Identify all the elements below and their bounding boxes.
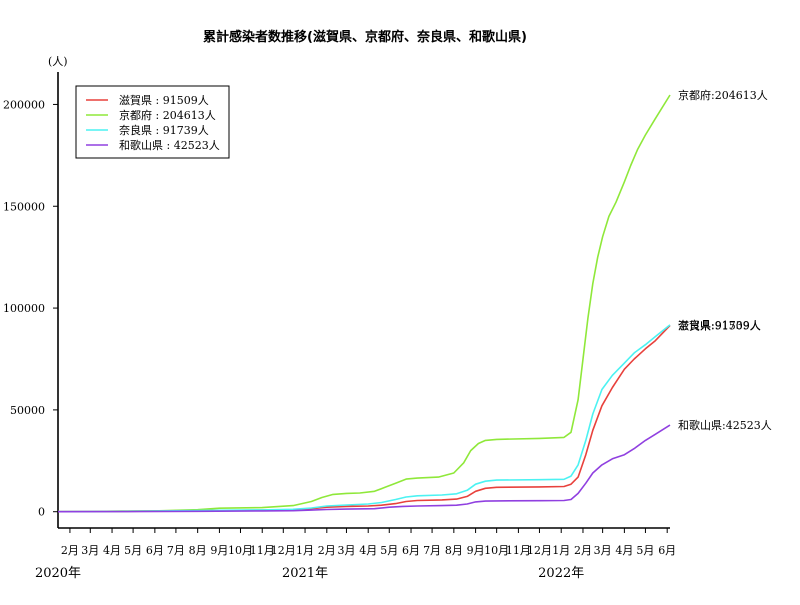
- legend-entry: 滋賀県 : 91509人: [119, 94, 209, 107]
- x-tick-label: 2月: [61, 544, 79, 557]
- series-line: [57, 324, 671, 513]
- series-end-label: 奈良県:91739人: [678, 318, 761, 332]
- series-end-label: 滋賀県:91509人: [678, 319, 761, 332]
- series-line: [57, 424, 671, 513]
- x-tick-label: 12月: [271, 544, 296, 557]
- x-tick-label: 10月: [228, 544, 253, 557]
- x-tick-label: 2月: [318, 544, 336, 557]
- x-tick-label: 5月: [380, 544, 398, 557]
- legend-box: [75, 85, 230, 159]
- x-tick-label: 3月: [81, 544, 99, 557]
- x-tick-label: 3月: [337, 544, 355, 557]
- x-tick-label: 4月: [359, 544, 377, 557]
- y-axis-unit: (人): [48, 55, 68, 68]
- series-end-label: 京都府:204613人: [678, 88, 768, 102]
- x-tick-label: 11月: [506, 544, 531, 557]
- x-tick-label: 1月: [296, 544, 314, 557]
- x-tick-label: 8月: [189, 544, 207, 557]
- series-line: [57, 94, 671, 513]
- legend-entry: 和歌山県 : 42523人: [119, 138, 220, 152]
- y-tick-label: 0: [38, 506, 45, 519]
- legend-entry: 京都府 : 204613人: [119, 108, 216, 122]
- end-labels: 滋賀県:91509人京都府:204613人奈良県:91739人和歌山県:4252…: [678, 88, 772, 432]
- y-tick-label: 150000: [3, 200, 45, 213]
- x-tick-label: 6月: [402, 544, 420, 557]
- x-tick-label: 2月: [574, 544, 592, 557]
- x-tick-label: 12月: [527, 544, 552, 557]
- x-tick-label: 5月: [124, 544, 142, 557]
- series-line: [57, 324, 671, 513]
- x-tick-label: 5月: [636, 544, 654, 557]
- x-tick-label: 1月: [552, 544, 570, 557]
- x-tick-label: 4月: [615, 544, 633, 557]
- legend-entry: 奈良県 : 91739人: [119, 123, 209, 137]
- x-tick-label: 4月: [103, 544, 121, 557]
- x-tick-label: 7月: [423, 544, 441, 557]
- x-tick-label: 7月: [167, 544, 185, 557]
- x-tick-label: 11月: [250, 544, 275, 557]
- y-tick-label: 50000: [10, 404, 45, 417]
- x-tick-label: 6月: [146, 544, 164, 557]
- y-tick-label: 100000: [3, 302, 45, 315]
- year-label: 2020年: [35, 566, 81, 581]
- year-label: 2022年: [538, 566, 584, 581]
- x-tick-label: 3月: [594, 544, 612, 557]
- x-tick-label: 9月: [467, 544, 485, 557]
- x-tick-label: 10月: [484, 544, 509, 557]
- x-tick-label: 9月: [210, 544, 228, 557]
- year-label: 2021年: [282, 566, 328, 581]
- x-tick-label: 6月: [658, 544, 676, 557]
- chart-title: 累計感染者数推移(滋賀県、京都府、奈良県、和歌山県): [203, 29, 527, 45]
- y-tick-label: 200000: [3, 98, 45, 111]
- series-lines: [57, 94, 671, 513]
- series-end-label: 和歌山県:42523人: [678, 418, 772, 432]
- x-tick-label: 8月: [445, 544, 463, 557]
